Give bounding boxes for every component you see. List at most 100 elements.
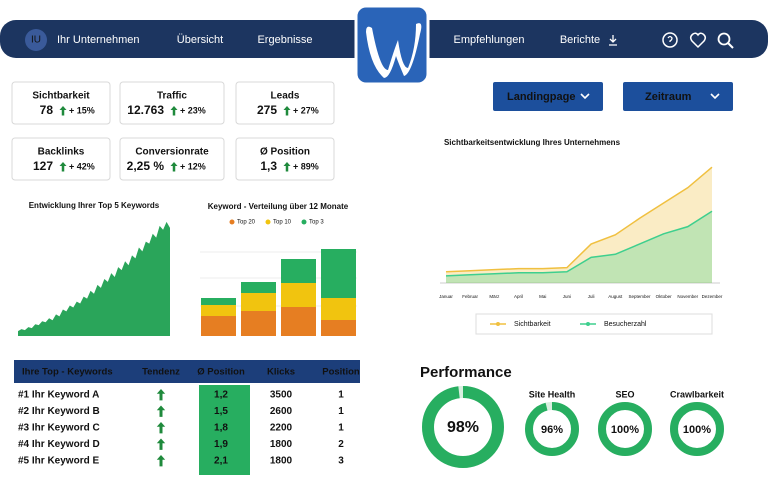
gauge-value: 100% bbox=[611, 424, 639, 436]
x-tick-label: Februar bbox=[462, 294, 478, 299]
table-cell: #3 Ihr Keyword C bbox=[18, 423, 100, 434]
bar-segment bbox=[281, 307, 316, 336]
table-cell: 3 bbox=[338, 456, 344, 467]
x-tick-label: August bbox=[608, 294, 623, 299]
area bbox=[18, 221, 170, 336]
logo[interactable] bbox=[354, 4, 430, 86]
series-area bbox=[446, 211, 712, 283]
avatar[interactable] bbox=[25, 29, 47, 51]
kpi-change: + 15% bbox=[69, 105, 95, 115]
x-tick-label: Juli bbox=[588, 294, 595, 299]
favorites-icon[interactable] bbox=[689, 32, 707, 49]
legend-label: Sichtbarkeit bbox=[514, 321, 551, 328]
trend-arrow bbox=[156, 389, 166, 401]
bar-segment bbox=[321, 320, 356, 336]
kpi-value: 2,25 % bbox=[127, 159, 165, 173]
gauge-arc bbox=[422, 386, 504, 468]
download-glyph bbox=[609, 35, 617, 46]
kpi-card bbox=[235, 137, 335, 181]
trend-arrow bbox=[59, 162, 67, 172]
kpi-change: + 12% bbox=[180, 161, 206, 171]
table-header bbox=[14, 360, 360, 383]
dropdown[interactable] bbox=[493, 82, 603, 111]
legend-label: Top 3 bbox=[309, 220, 324, 226]
table-header-cell: Ø Position bbox=[197, 367, 245, 378]
nav-item[interactable]: Ihr Unternehmen bbox=[57, 34, 140, 46]
table-cell: 1,2 bbox=[214, 390, 228, 401]
table-cell: 2600 bbox=[270, 406, 293, 417]
dropdown[interactable] bbox=[623, 82, 733, 111]
legend-dot bbox=[496, 322, 500, 326]
chart-title: Entwicklung Ihrer Top 5 Keywords bbox=[29, 201, 160, 210]
gauge-label: Site Health bbox=[529, 389, 576, 399]
x-tick-label: Oktober bbox=[656, 294, 673, 299]
x-tick-label: Mai bbox=[539, 294, 546, 299]
nav-item[interactable]: Ergebnisse bbox=[257, 34, 312, 46]
bar-segment bbox=[281, 259, 316, 283]
trend-arrow bbox=[156, 455, 166, 467]
table-cell: #2 Ihr Keyword B bbox=[18, 406, 100, 417]
x-tick-label: November bbox=[677, 294, 698, 299]
download-icon[interactable] bbox=[609, 35, 617, 46]
table-header-cell: Tendenz bbox=[142, 367, 180, 378]
x-tick-label: September bbox=[628, 294, 651, 299]
chart-title: Sichtbarkeitsentwicklung Ihres Unternehm… bbox=[444, 138, 621, 147]
table-cell: 1800 bbox=[270, 456, 293, 467]
chart-title: Keyword - Verteilung über 12 Monate bbox=[208, 202, 349, 211]
table-cell: 1,5 bbox=[214, 406, 228, 417]
kpi-value: 78 bbox=[40, 103, 54, 117]
gauge-value: 96% bbox=[541, 424, 563, 436]
table-cell: 2200 bbox=[270, 423, 293, 434]
gauge-arc bbox=[598, 402, 652, 456]
bar-segment bbox=[321, 249, 356, 298]
kpi-value: 127 bbox=[33, 159, 53, 173]
table-header-cell: Position bbox=[322, 367, 360, 378]
legend-label: Top 10 bbox=[273, 220, 292, 226]
bar-segment bbox=[201, 305, 236, 316]
nav-item[interactable]: Übersicht bbox=[177, 34, 223, 46]
table-cell: 1 bbox=[338, 406, 344, 417]
kpi-label: Traffic bbox=[157, 91, 187, 102]
kpi-label: Leads bbox=[271, 91, 300, 102]
table-cell: #1 Ihr Keyword A bbox=[18, 390, 99, 401]
legend-dot bbox=[586, 322, 590, 326]
dropdown-label: Landingpage bbox=[507, 91, 575, 103]
legend-swatch bbox=[229, 219, 235, 225]
search-icon[interactable] bbox=[717, 32, 734, 49]
kpi-change: + 89% bbox=[293, 161, 319, 171]
table-cell: 1 bbox=[338, 390, 344, 401]
table-cell: #5 Ihr Keyword E bbox=[18, 456, 99, 467]
legend-label: Besucherzahl bbox=[604, 321, 647, 328]
x-tick-label: März bbox=[489, 294, 500, 299]
nav-item[interactable]: Berichte bbox=[560, 34, 600, 46]
kpi-card bbox=[11, 81, 111, 125]
position-column bbox=[199, 385, 250, 475]
table-cell: 2 bbox=[338, 439, 344, 450]
legend-label: Top 20 bbox=[237, 220, 256, 226]
trend-arrow bbox=[156, 438, 166, 450]
logo-mark bbox=[366, 23, 422, 78]
dropdown-chevron bbox=[710, 93, 720, 100]
gauge-arc bbox=[670, 402, 724, 456]
trend-arrow bbox=[156, 405, 166, 417]
bar-segment bbox=[321, 298, 356, 320]
help-icon[interactable] bbox=[662, 32, 678, 48]
kpi-card bbox=[119, 137, 225, 181]
gauge-label: Crawlbarkeit bbox=[670, 389, 724, 399]
table-cell: 2,1 bbox=[214, 456, 228, 467]
kpi-change: + 27% bbox=[293, 105, 319, 115]
trend-arrow bbox=[170, 106, 178, 116]
dropdown-label: Zeitraum bbox=[645, 91, 692, 103]
nav-item[interactable]: Empfehlungen bbox=[454, 34, 525, 46]
kpi-change: + 42% bbox=[69, 161, 95, 171]
bar-segment bbox=[241, 311, 276, 336]
kpi-value: 12.763 bbox=[127, 103, 164, 117]
trend-arrow bbox=[59, 106, 67, 116]
table-header-cell: Klicks bbox=[267, 367, 295, 378]
kpi-card bbox=[235, 81, 335, 125]
help-circle bbox=[662, 32, 678, 48]
trend-arrow bbox=[283, 162, 291, 172]
bar-segment bbox=[241, 293, 276, 311]
x-tick-label: Dezember bbox=[702, 294, 723, 299]
kpi-label: Sichtbarkeit bbox=[32, 91, 90, 102]
